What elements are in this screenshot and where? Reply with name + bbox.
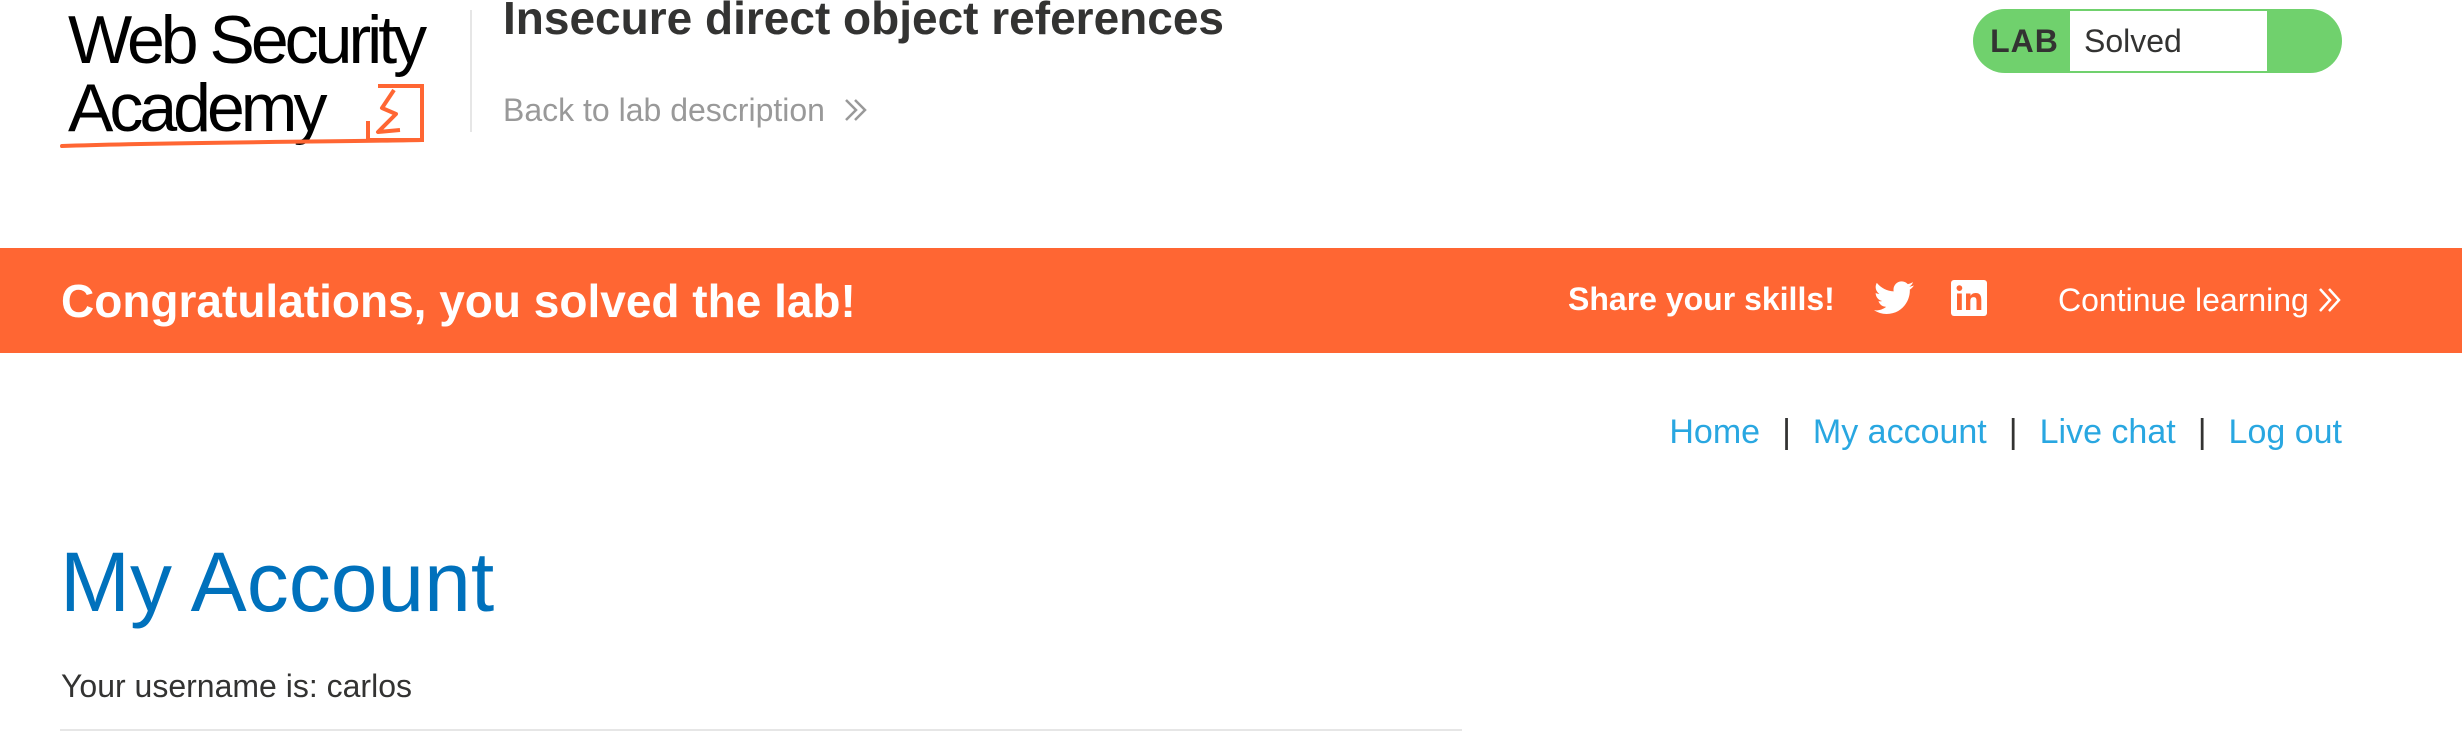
academy-logo[interactable]: Web Security Academy — [60, 6, 465, 152]
double-chevron-right-icon — [843, 97, 869, 123]
lab-status-value: Solved — [2070, 11, 2267, 71]
back-to-lab-description-link[interactable]: Back to lab description — [503, 91, 869, 129]
twitter-icon[interactable] — [1874, 281, 1914, 320]
nav-live-chat-link[interactable]: Live chat — [2040, 412, 2176, 452]
nav-separator: | — [2198, 412, 2207, 452]
lab-status-widget: LAB Solved — [1973, 9, 2342, 73]
lab-title: Insecure direct object references — [503, 0, 1224, 44]
page-title: My Account — [60, 534, 494, 630]
back-link-label: Back to lab description — [503, 91, 825, 129]
continue-learning-label: Continue learning — [2058, 281, 2309, 319]
solved-message: Congratulations, you solved the lab! — [61, 275, 856, 327]
nav-log-out-link[interactable]: Log out — [2229, 412, 2342, 452]
nav-separator: | — [1782, 412, 1791, 452]
header-divider — [470, 10, 472, 132]
solved-notification-bar: Congratulations, you solved the lab! Sha… — [0, 248, 2462, 353]
top-navigation: Home | My account | Live chat | Log out — [1669, 412, 2342, 452]
username-text: Your username is: carlos — [61, 667, 412, 705]
share-skills-label: Share your skills! — [1568, 280, 1835, 318]
lab-status-label: LAB — [1973, 23, 2070, 60]
lab-header: Web Security Academy Insecure direct obj… — [0, 0, 2462, 248]
logo-mark-icon — [60, 6, 465, 152]
nav-home-link[interactable]: Home — [1669, 412, 1760, 452]
nav-separator: | — [2009, 412, 2018, 452]
continue-learning-link[interactable]: Continue learning — [2058, 281, 2343, 319]
content-divider — [60, 729, 1462, 731]
double-chevron-right-icon — [2317, 286, 2343, 314]
nav-my-account-link[interactable]: My account — [1813, 412, 1987, 452]
linkedin-icon[interactable] — [1951, 280, 1987, 321]
